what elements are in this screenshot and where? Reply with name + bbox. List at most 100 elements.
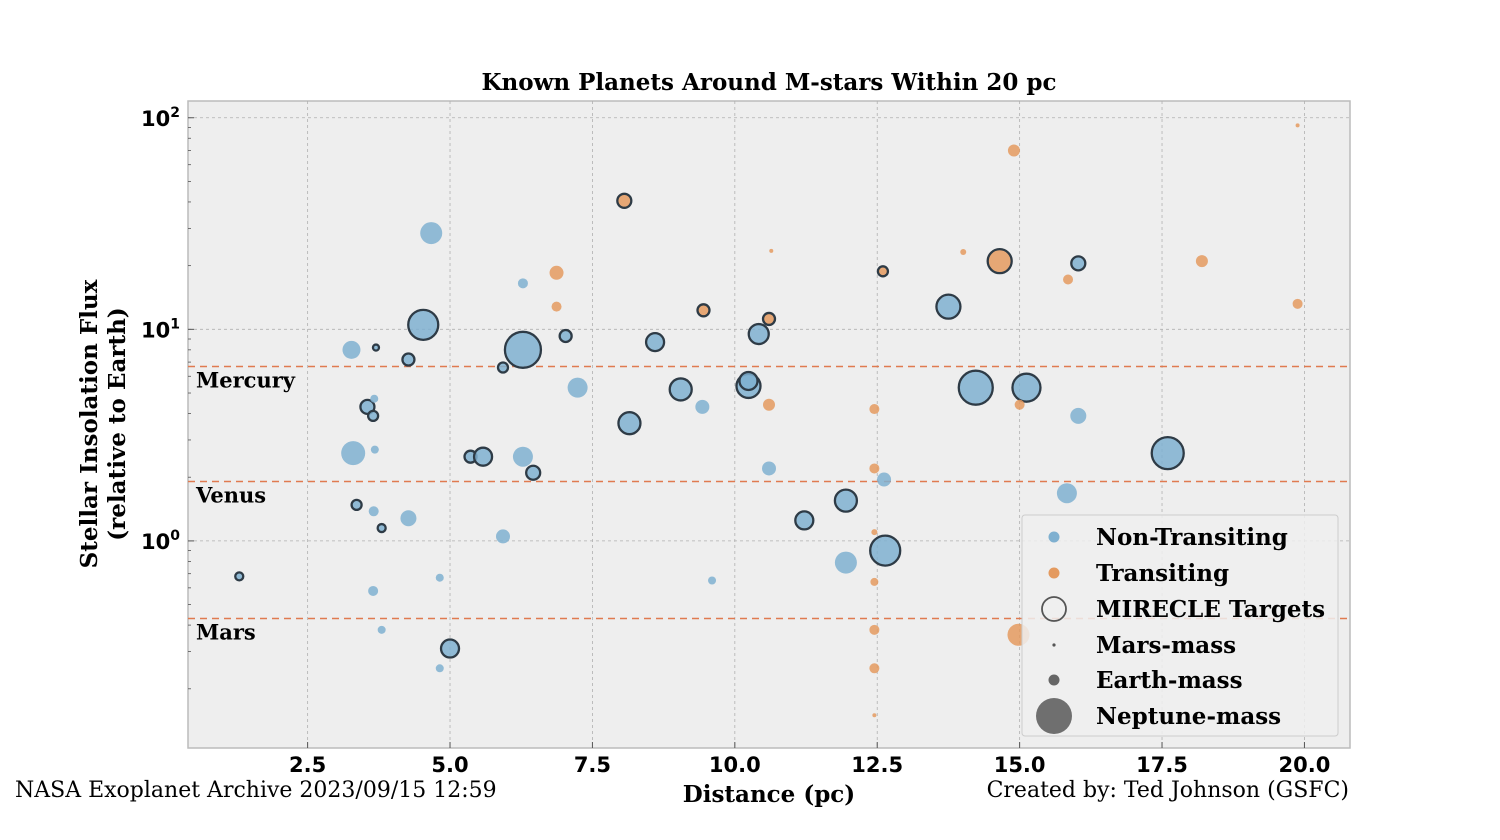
non-transiting-point <box>762 461 776 476</box>
transiting-point <box>869 663 880 674</box>
non-transiting-point-mirecle-target <box>668 377 693 402</box>
transiting-point <box>870 577 879 586</box>
transiting-point <box>1292 298 1303 309</box>
y-tick-label: 101 <box>141 316 180 342</box>
non-transiting-point-mirecle-target <box>371 343 381 352</box>
reference-label-venus: Venus <box>195 482 266 507</box>
non-transiting-point <box>435 664 444 673</box>
non-transiting-point-mirecle-target <box>644 331 666 353</box>
non-transiting-point-mirecle-target <box>366 409 380 423</box>
x-tick-label: 12.5 <box>851 753 903 777</box>
legend-label-non-transiting: Non-Transiting <box>1096 524 1288 551</box>
legend: Non-Transiting Transiting MIRECLE Targets M… <box>1021 514 1339 737</box>
legend-label-neptune-mass: Neptune-mass <box>1096 703 1281 730</box>
non-transiting-point <box>370 445 379 454</box>
transiting-point <box>551 301 562 312</box>
transiting-point <box>869 463 880 474</box>
y-axis-label-line-1: Stellar Insolation Flux <box>76 279 103 568</box>
non-transiting-point-mirecle-target <box>234 571 245 582</box>
transiting-point-mirecle-target <box>986 248 1013 275</box>
legend-marker-earth-mass <box>1048 674 1060 686</box>
transiting-point <box>763 398 775 411</box>
non-transiting-point <box>342 340 361 359</box>
non-transiting-point <box>368 506 379 517</box>
legend-marker-non-transiting <box>1048 531 1060 543</box>
reference-label-mars: Mars <box>196 619 256 644</box>
transiting-point-mirecle-target <box>616 192 633 209</box>
transiting-point <box>1063 274 1074 285</box>
non-transiting-point-mirecle-target <box>350 498 363 512</box>
x-tick-label: 7.5 <box>574 753 611 777</box>
reference-lines: Mercury Venus Mars <box>188 365 1350 644</box>
x-tick-label: 10.0 <box>709 753 761 777</box>
x-axis-ticks: 2.5 5.0 7.5 10.0 12.5 15.0 17.5 20.0 <box>289 742 1330 777</box>
x-axis-label: Distance (pc) <box>683 781 855 808</box>
non-transiting-point <box>834 551 857 574</box>
transiting-point <box>769 248 774 253</box>
y-axis-ticks: 102 101 100 <box>141 105 194 690</box>
y-axis-label-line-2: (relative to Earth) <box>104 307 131 540</box>
non-transiting-point <box>420 222 443 245</box>
non-transiting-point-mirecle-target <box>833 488 859 513</box>
footer-credit: Created by: Ted Johnson (GSFC) <box>987 778 1349 803</box>
non-transiting-point <box>695 399 710 414</box>
transiting-point <box>1295 123 1300 128</box>
legend-box <box>1021 514 1339 737</box>
non-transiting-point-mirecle-target <box>503 330 543 369</box>
non-transiting-point <box>341 441 366 466</box>
non-transiting-point-mirecle-target <box>439 638 461 659</box>
non-transiting-point <box>512 446 533 467</box>
legend-label-transiting: Transiting <box>1096 560 1229 587</box>
legend-marker-neptune-mass <box>1036 698 1072 734</box>
non-transiting-point-mirecle-target <box>869 534 902 567</box>
x-tick-label: 20.0 <box>1279 753 1331 777</box>
transiting-point <box>1195 255 1208 268</box>
x-tick-label: 15.0 <box>994 753 1046 777</box>
chart-title: Known Planets Around M-stars Within 20 p… <box>482 69 1057 96</box>
non-transiting-point-mirecle-target <box>738 370 759 392</box>
non-transiting-point-mirecle-target <box>376 522 387 534</box>
non-transiting-point-mirecle-target <box>558 328 573 344</box>
non-transiting-point-mirecle-target <box>957 369 994 406</box>
non-transiting-point <box>1056 483 1077 504</box>
y-tick-label: 102 <box>141 105 180 131</box>
legend-label-earth-mass: Earth-mass <box>1096 667 1243 694</box>
non-transiting-point <box>1070 407 1087 424</box>
data-points <box>234 123 1303 718</box>
non-transiting-point <box>517 278 528 289</box>
non-transiting-point <box>567 377 588 398</box>
non-transiting-point <box>708 576 717 585</box>
x-tick-label: 17.5 <box>1136 753 1188 777</box>
non-transiting-point <box>877 472 892 487</box>
transiting-point <box>869 404 880 415</box>
non-transiting-point <box>400 510 417 527</box>
legend-label-target: MIRECLE Targets <box>1096 596 1325 623</box>
transiting-point <box>1014 399 1025 410</box>
transiting-point <box>872 713 877 718</box>
non-transiting-point-mirecle-target <box>401 352 416 367</box>
legend-marker-transiting <box>1048 567 1060 579</box>
transiting-point <box>549 265 564 280</box>
non-transiting-point-mirecle-target <box>935 293 962 320</box>
y-axis-label: Stellar Insolation Flux (relative to Ear… <box>76 279 131 568</box>
non-transiting-point-mirecle-target <box>472 446 494 467</box>
legend-marker-target <box>1041 596 1067 622</box>
non-transiting-point <box>495 529 510 544</box>
non-transiting-point-mirecle-target <box>525 464 542 481</box>
transiting-point <box>871 529 878 536</box>
non-transiting-point-mirecle-target <box>1150 435 1185 471</box>
non-transiting-point <box>368 585 379 596</box>
non-transiting-point <box>435 573 444 582</box>
legend-label-mars-mass: Mars-mass <box>1096 632 1236 659</box>
legend-marker-mars-mass <box>1052 643 1056 647</box>
transiting-point <box>960 249 967 256</box>
transiting-point-mirecle-target <box>696 303 711 318</box>
x-tick-label: 2.5 <box>289 753 326 777</box>
non-transiting-point-mirecle-target <box>747 322 770 346</box>
transiting-point-mirecle-target <box>761 311 777 327</box>
non-transiting-point <box>370 394 379 403</box>
transiting-point-mirecle-target <box>876 265 890 278</box>
non-transiting-point <box>377 625 386 634</box>
non-transiting-point-mirecle-target <box>794 510 815 531</box>
